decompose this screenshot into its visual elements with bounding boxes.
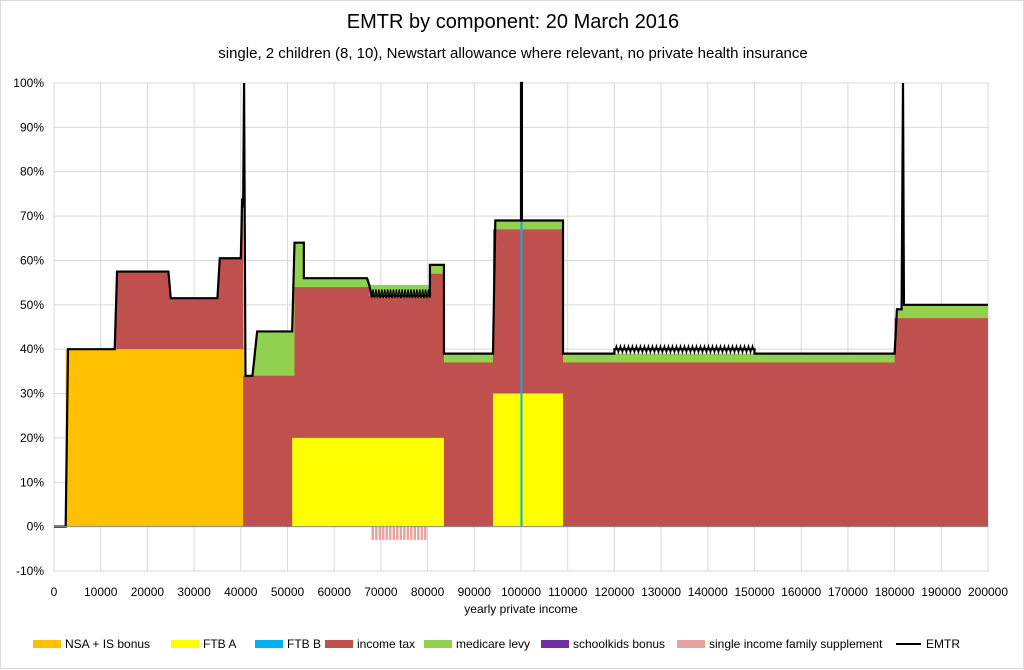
- legend-item-income-tax: income tax: [325, 637, 415, 651]
- legend-swatch: [325, 640, 353, 648]
- legend-label: FTB B: [287, 637, 321, 651]
- legend-label: EMTR: [926, 637, 960, 651]
- area-layer: [65, 83, 989, 540]
- x-tick-label: 100000: [501, 585, 541, 599]
- x-tick-label: 170000: [828, 585, 868, 599]
- legend-label: NSA + IS bonus: [65, 637, 150, 651]
- area-single-income-family-supplement-bar: [378, 526, 382, 540]
- x-tick-label: 20000: [131, 585, 165, 599]
- x-tick-label: 10000: [84, 585, 118, 599]
- area-ftb-a: [492, 393, 564, 527]
- legend-swatch: [677, 640, 705, 648]
- y-tick-label: 90%: [20, 120, 44, 134]
- x-tick-label: 50000: [271, 585, 305, 599]
- legend-item-ftb-a: FTB A: [171, 637, 236, 651]
- x-tick-label: 160000: [781, 585, 821, 599]
- x-tick-label: 0: [51, 585, 58, 599]
- y-tick-label: -10%: [16, 564, 44, 578]
- chart-subtitle: single, 2 children (8, 10), Newstart all…: [218, 45, 808, 62]
- legend-label: schoolkids bonus: [573, 637, 665, 651]
- legend-item-nsa-is-bonus: NSA + IS bonus: [33, 637, 150, 651]
- legend-label: medicare levy: [456, 637, 530, 651]
- y-tick-label: 40%: [20, 342, 44, 356]
- area-single-income-family-supplement-bar: [413, 526, 417, 540]
- y-tick-label: 20%: [20, 431, 44, 445]
- legend-item-schoolkids-bonus: schoolkids bonus: [541, 637, 665, 651]
- area-single-income-family-supplement-bar: [420, 526, 424, 540]
- area-single-income-family-supplement-bar: [399, 526, 403, 540]
- y-tick-label: 60%: [20, 253, 44, 267]
- y-tick-label: 10%: [20, 475, 44, 489]
- x-tick-label: 70000: [364, 585, 398, 599]
- y-tick-label: 70%: [20, 209, 44, 223]
- area-single-income-family-supplement-bar: [406, 526, 410, 540]
- x-axis-label: yearly private income: [464, 602, 578, 616]
- x-tick-label: 30000: [177, 585, 211, 599]
- x-tick-label: 60000: [318, 585, 352, 599]
- area-single-income-family-supplement-bar: [389, 526, 392, 540]
- area-single-income-family-supplement-bar: [382, 526, 385, 540]
- legend-label: single income family supplement: [709, 637, 883, 651]
- area-single-income-family-supplement-bar: [396, 526, 399, 540]
- x-tick-label: 80000: [411, 585, 445, 599]
- emtr-oscillation: [370, 289, 431, 299]
- area-nsa-is-bonus: [65, 349, 244, 527]
- area-single-income-family-supplement-bar: [392, 526, 396, 540]
- x-tick-label: 180000: [875, 585, 915, 599]
- y-tick-label: 50%: [20, 298, 44, 312]
- legend-label: FTB A: [203, 637, 236, 651]
- y-tick-label: 100%: [13, 76, 44, 90]
- area-single-income-family-supplement-bar: [417, 526, 420, 540]
- legend-swatch: [424, 640, 452, 648]
- x-tick-label: 90000: [458, 585, 492, 599]
- axes: 0 10000 20000 30000 40000 50000 60000 70000 8000…: [13, 76, 1008, 599]
- x-tick-label: 110000: [548, 585, 587, 599]
- legend-item-medicare-levy: medicare levy: [424, 637, 530, 651]
- x-tick-label: 120000: [594, 585, 634, 599]
- chart-title: EMTR by component: 20 March 2016: [346, 11, 680, 33]
- area-single-income-family-supplement-bar: [424, 526, 427, 540]
- y-tick-label: 80%: [20, 165, 44, 179]
- legend-swatch: [541, 640, 569, 648]
- x-tick-label: 140000: [688, 585, 728, 599]
- emtr-oscillation: [613, 343, 756, 355]
- legend-item-emtr: EMTR: [896, 637, 960, 651]
- x-tick-label: 190000: [921, 585, 961, 599]
- legend-item-single-income-family-supplement: single income family supplement: [677, 637, 883, 651]
- legend: NSA + IS bonus FTB A FTB B income tax medica…: [33, 637, 960, 651]
- legend-label: income tax: [357, 637, 415, 651]
- y-tick-label: 0%: [27, 520, 45, 534]
- area-single-income-family-supplement-bar: [403, 526, 406, 540]
- x-tick-label: 130000: [641, 585, 681, 599]
- line-layer: [54, 81, 988, 528]
- legend-swatch: [255, 640, 283, 648]
- area-ftb-a: [292, 437, 444, 527]
- x-tick-label: 40000: [224, 585, 258, 599]
- area-single-income-family-supplement-bar: [375, 526, 378, 540]
- area-single-income-family-supplement-bar: [410, 526, 413, 540]
- legend-swatch: [171, 640, 199, 648]
- area-single-income-family-supplement-bar: [371, 526, 375, 540]
- y-tick-label: 30%: [20, 387, 44, 401]
- area-single-income-family-supplement: [371, 526, 427, 540]
- area-single-income-family-supplement-bar: [385, 526, 389, 540]
- legend-swatch: [33, 640, 61, 648]
- x-tick-label: 150000: [734, 585, 774, 599]
- legend-item-ftb-b: FTB B: [255, 637, 321, 651]
- x-tick-label: 200000: [968, 585, 1008, 599]
